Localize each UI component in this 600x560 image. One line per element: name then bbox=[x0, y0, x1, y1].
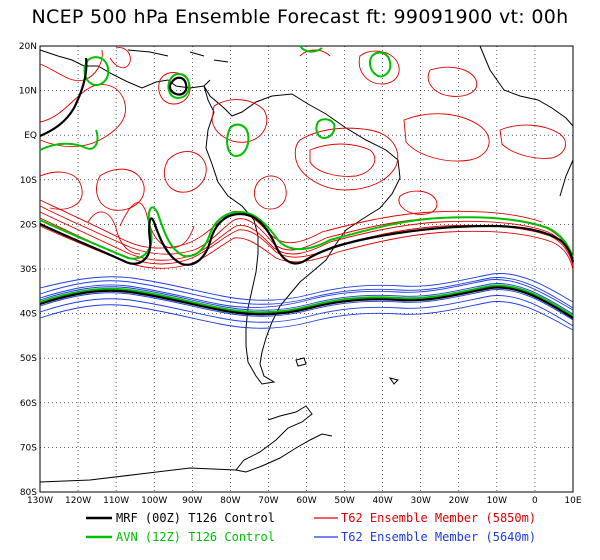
legend-label-blue: T62 Ensemble Member (5640m) bbox=[341, 530, 536, 544]
legend-label-red: T62 Ensemble Member (5850m) bbox=[341, 511, 536, 525]
longitude-labels: 130W 120W 110W 100W 90W 80W 70W 60W 50W 40W 30W 20W… bbox=[27, 496, 582, 506]
legend-label-avn: AVN (12Z) T126 Control bbox=[116, 530, 275, 544]
lon-label: 10E bbox=[564, 496, 581, 506]
green-closed-1 bbox=[167, 73, 191, 100]
lon-label: 100W bbox=[141, 496, 167, 506]
lon-label: 90W bbox=[182, 496, 202, 506]
central-america-coast bbox=[39, 49, 211, 89]
lat-label: 70S bbox=[20, 443, 37, 453]
lat-label: 10N bbox=[19, 87, 37, 97]
legend: MRF (00Z) T126 Control AVN (12Z) T126 Co… bbox=[86, 511, 536, 544]
lon-label: 0 bbox=[532, 496, 538, 506]
lon-label: 60W bbox=[296, 496, 316, 506]
antarctic-peninsula bbox=[235, 405, 333, 473]
legend-label-mrf: MRF (00Z) T126 Control bbox=[116, 511, 275, 525]
lat-label: EQ bbox=[24, 131, 37, 141]
caribbean-islands bbox=[127, 49, 229, 63]
blue-ensemble-contours bbox=[39, 273, 574, 331]
lon-label: 80W bbox=[220, 496, 240, 506]
black-mrf-5640 bbox=[39, 286, 574, 319]
map-title: NCEP 500 hPa Ensemble Forecast ft: 99091… bbox=[31, 6, 569, 28]
lon-label: 110W bbox=[103, 496, 129, 506]
lon-label: 10W bbox=[487, 496, 507, 506]
lat-label: 30S bbox=[20, 265, 37, 275]
antarctic-coast bbox=[39, 467, 237, 483]
lat-label: 50S bbox=[20, 354, 37, 364]
lon-label: 30W bbox=[411, 496, 431, 506]
lat-label: 10S bbox=[20, 176, 37, 186]
green-closed-2 bbox=[226, 123, 250, 158]
lat-label: 80S bbox=[20, 488, 37, 498]
falkland-islands bbox=[295, 357, 307, 367]
green-closed-4 bbox=[369, 51, 392, 78]
lon-label: 70W bbox=[258, 496, 278, 506]
latitude-labels: 20N 10N EQ 10S 20S 30S 40S 50S 60S 70S 80S bbox=[19, 42, 37, 498]
south-georgia bbox=[388, 377, 399, 385]
plot-area bbox=[39, 45, 575, 493]
black-closed-1 bbox=[168, 76, 188, 96]
lat-label: 20N bbox=[19, 42, 37, 52]
lon-label: 130W bbox=[27, 496, 53, 506]
lon-label: 120W bbox=[65, 496, 91, 506]
africa-coast bbox=[479, 45, 574, 127]
green-avn-5640 bbox=[39, 284, 574, 317]
black-mrf-contours bbox=[39, 57, 575, 266]
green-closed-3 bbox=[315, 118, 336, 140]
lat-label: 20S bbox=[20, 220, 37, 230]
lat-label: 60S bbox=[20, 399, 37, 409]
lon-label: 20W bbox=[449, 496, 469, 506]
lat-label: 40S bbox=[20, 310, 37, 320]
green-avn-contours bbox=[39, 45, 574, 260]
lon-label: 40W bbox=[372, 496, 392, 506]
grid-lines bbox=[40, 46, 573, 492]
africa-south-coast bbox=[559, 159, 574, 197]
lon-label: 50W bbox=[334, 496, 354, 506]
